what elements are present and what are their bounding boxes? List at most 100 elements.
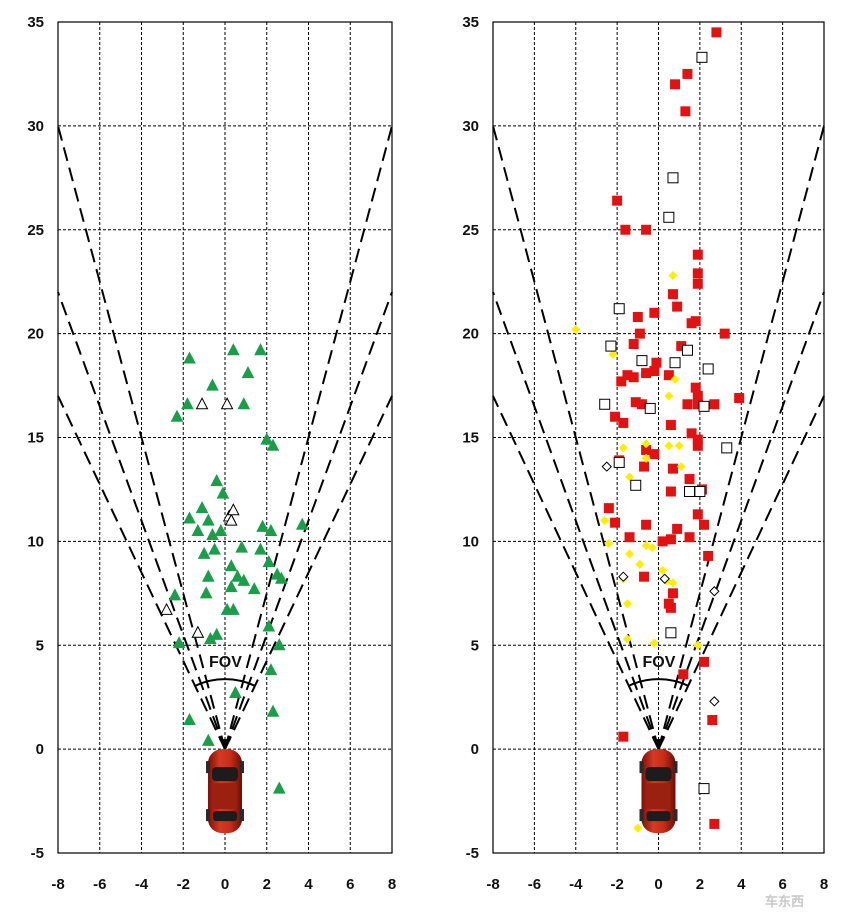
red-square-marker	[672, 301, 683, 312]
red-square-marker	[624, 532, 635, 543]
x-tick-label: 0	[221, 876, 229, 893]
y-tick-label: 30	[462, 118, 479, 135]
red-square-marker	[711, 27, 722, 38]
green-triangle-marker	[262, 555, 276, 568]
red-square-marker	[692, 278, 703, 289]
yellow-diamond-marker	[618, 443, 628, 453]
x-tick-label: 4	[304, 876, 313, 893]
open-triangle-marker	[227, 503, 240, 516]
green-triangle-marker	[295, 517, 309, 530]
red-square-marker	[709, 818, 720, 829]
yellow-diamond-marker	[670, 374, 680, 384]
green-triangle-marker	[241, 366, 255, 379]
red-square-marker	[651, 357, 662, 368]
red-square-marker	[686, 428, 697, 439]
yellow-diamond-marker	[676, 462, 686, 472]
x-tick-label: 2	[263, 876, 271, 893]
car-windshield	[212, 767, 238, 782]
yellow-diamond-marker	[604, 538, 614, 548]
green-triangle-marker	[224, 559, 238, 572]
red-square-marker	[692, 268, 703, 279]
car-roof	[213, 783, 237, 810]
green-triangle-marker	[227, 602, 240, 615]
red-square-marker	[616, 376, 627, 387]
y-tick-label: 15	[462, 430, 479, 447]
yellow-diamond-marker	[635, 559, 645, 569]
green-triangle-marker	[210, 627, 223, 640]
x-tick-label: 8	[820, 876, 828, 893]
plot-frame	[492, 21, 825, 854]
y-tick-label: 30	[27, 118, 44, 135]
fov-boundary-line	[657, 291, 825, 750]
y-tick-label: 0	[471, 741, 479, 758]
open-diamond-marker	[618, 571, 629, 582]
red-square-marker	[672, 523, 683, 534]
open-square-marker	[681, 344, 693, 356]
fov-boundary-line	[657, 125, 825, 750]
red-square-marker	[680, 106, 691, 117]
open-square-marker	[694, 486, 706, 498]
open-triangle-marker	[160, 602, 173, 615]
x-tick-label: 6	[778, 876, 786, 893]
yellow-diamond-marker	[608, 349, 618, 359]
green-triangle-marker	[264, 523, 278, 536]
fov-boundary-line	[224, 291, 393, 750]
green-triangle-marker	[208, 542, 221, 555]
yellow-diamond-marker	[571, 324, 581, 334]
fov-boundary-line	[57, 291, 226, 750]
x-tick-label: 0	[654, 876, 662, 893]
x-tick-label: -8	[486, 876, 499, 893]
open-square-marker	[698, 400, 710, 412]
open-square-marker	[684, 486, 696, 498]
red-square-marker	[692, 390, 703, 401]
red-square-marker	[692, 434, 703, 445]
green-triangle-marker	[262, 619, 276, 632]
car-wheel	[206, 761, 210, 774]
car-wheel	[240, 809, 244, 822]
yellow-diamond-marker	[693, 640, 703, 650]
red-square-marker	[684, 532, 695, 543]
green-triangle-marker	[172, 636, 186, 649]
x-tick-label: -4	[135, 876, 149, 893]
fov-boundary-line	[224, 395, 393, 750]
red-square-marker	[622, 370, 633, 381]
series-open-square	[599, 51, 733, 795]
y-tick-label: 35	[462, 14, 479, 31]
red-square-marker	[690, 382, 701, 393]
green-triangle-marker	[183, 351, 196, 364]
open-square-marker	[630, 479, 642, 491]
green-triangle-marker	[168, 588, 182, 601]
red-square-marker	[657, 536, 668, 547]
car-wheel	[206, 809, 210, 822]
open-triangle-marker	[220, 397, 234, 410]
right-panel: -8 -6 -4 -2 0 2 4 6 8 -5 0 5 10 15 20 25 30 35 FOV	[462, 14, 828, 893]
red-square-marker	[618, 731, 629, 742]
green-triangle-marker	[181, 397, 194, 410]
fov-boundary-line	[492, 125, 660, 750]
red-square-marker	[612, 195, 623, 206]
green-triangle-marker	[231, 569, 244, 582]
fov-arc	[194, 678, 256, 687]
red-square-marker	[628, 339, 639, 350]
x-tick-label: -6	[528, 876, 541, 893]
series-filled-triangle	[168, 343, 309, 794]
green-triangle-marker	[210, 474, 223, 487]
x-tick-label: -2	[177, 876, 190, 893]
x-tick-label: 8	[388, 876, 396, 893]
red-square-marker	[603, 503, 614, 514]
x-tick-label: -8	[51, 876, 64, 893]
yellow-diamond-marker	[649, 638, 659, 648]
series-filled-diamond	[571, 270, 703, 833]
red-square-marker	[699, 656, 710, 667]
red-square-marker	[649, 366, 660, 377]
green-triangle-marker	[216, 486, 230, 499]
red-square-marker	[665, 602, 676, 613]
red-square-marker	[707, 715, 718, 726]
open-square-marker	[663, 211, 675, 223]
green-triangle-marker	[206, 378, 219, 391]
fov-boundary-line	[57, 395, 226, 750]
green-triangle-marker	[266, 438, 280, 451]
green-triangle-marker	[235, 540, 249, 553]
yellow-diamond-marker	[674, 441, 684, 451]
